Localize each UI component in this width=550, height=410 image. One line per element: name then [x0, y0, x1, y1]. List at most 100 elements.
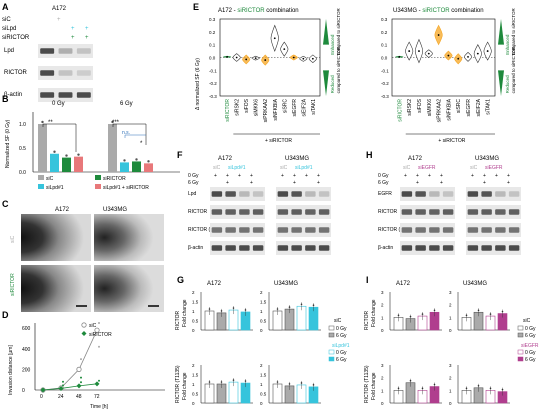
y-tick: 1.5: [260, 373, 267, 378]
x-tick: 48: [76, 394, 82, 400]
blot-band: [495, 227, 506, 233]
y-tick: 1: [192, 382, 195, 387]
legend-label: 0 Gy: [336, 326, 347, 332]
y-tick: 1.5: [192, 373, 199, 378]
replicate-point: [98, 345, 100, 348]
data-point: [276, 308, 279, 310]
replicate-point: [62, 384, 64, 387]
blot-band: [415, 209, 426, 215]
cell-label: U343MG: [285, 156, 309, 162]
legend-swatch: [95, 175, 101, 180]
category-label: siRICTOR: [397, 99, 403, 122]
panel-c-cell1: A172: [55, 207, 70, 213]
violin-median: [467, 55, 469, 58]
data-point: [300, 303, 303, 306]
y-tick: 2: [192, 363, 195, 368]
blot-band: [239, 209, 250, 215]
blot-band: [252, 245, 264, 251]
y-tick: 0.2: [209, 30, 216, 35]
panel-b: B 0 Gy 6 Gy Normalized SF (0 Gy) 0.0 0.5 1…: [2, 94, 180, 191]
data-point: [232, 379, 235, 381]
violin-median: [486, 50, 489, 52]
panel-b-label: B: [2, 94, 9, 104]
dose-mark: +: [305, 173, 308, 179]
bar: [108, 124, 117, 172]
cell-label: A172: [207, 281, 222, 287]
blot-label: RICTOR: [188, 209, 207, 215]
dose-mark: +: [440, 173, 443, 179]
panel-c-row2: siRICTOR: [10, 273, 16, 296]
panel-b-sig1: **: [48, 120, 53, 126]
dose-label: 0 Gy: [188, 173, 199, 179]
replicate-point: [62, 380, 64, 383]
blot-band: [239, 227, 250, 233]
violin-median: [264, 59, 267, 61]
legend-sic: siC: [213, 165, 221, 171]
legend-label: siLpd#1 + siRICTOR: [103, 185, 149, 191]
row-mark: +: [71, 26, 75, 32]
replicate-point: [80, 358, 82, 361]
reduced-label: Reduced: [505, 75, 510, 94]
replicate-point: [80, 381, 82, 384]
blot-band: [76, 48, 91, 54]
blot-band: [415, 191, 426, 197]
x-tick: 72: [94, 394, 100, 400]
dose-mark: +: [416, 180, 419, 186]
y-tick: 2: [192, 290, 195, 295]
dose-mark: +: [250, 173, 253, 179]
y-tick: 600: [22, 326, 31, 332]
legend-swatch: [517, 356, 524, 362]
legend-swatch: [328, 356, 335, 362]
data-point: [276, 381, 279, 383]
blot-background: [210, 205, 265, 219]
blot-band: [415, 245, 426, 251]
blot-band: [401, 191, 413, 197]
blot-label: Lpd: [4, 48, 14, 54]
dose-mark: +: [238, 173, 241, 179]
blot-band: [495, 245, 506, 251]
legend-swatch: [517, 332, 524, 338]
y-tick: 1: [381, 315, 384, 320]
data-point: [409, 379, 412, 382]
blot-band: [211, 227, 223, 233]
compared-label: compared to siRICTOR: [336, 46, 341, 93]
bar: [38, 124, 47, 172]
dose-mark: +: [483, 173, 486, 179]
data-point: [208, 308, 211, 310]
violin-median: [235, 56, 238, 59]
category-label: siEIF2A: [301, 98, 307, 116]
y-tick: 1.5: [260, 300, 267, 305]
y-tick: 0: [381, 401, 384, 406]
category-label: siFOS: [244, 98, 250, 113]
blot-band: [211, 245, 223, 251]
x-tick: 0: [40, 394, 43, 400]
blot-band: [252, 191, 264, 197]
blot-band: [291, 227, 302, 233]
legend-label: 0 Gy: [525, 350, 536, 356]
blot-band: [429, 245, 440, 251]
sirictor-point: [94, 381, 100, 387]
blot-label: β-actin: [4, 92, 22, 98]
legend-label: siLpd#1: [46, 185, 64, 191]
blot-label: RICTOR: [378, 209, 397, 215]
panel-e-title-left: A172 - siRICTOR combination: [218, 8, 299, 14]
blot-band: [225, 209, 236, 215]
title-part: siRICTOR: [422, 8, 450, 14]
dose-mark: +: [250, 180, 253, 186]
x-axis-label: + siRICTOR: [438, 138, 465, 144]
legend-label: 6 Gy: [525, 333, 536, 339]
y-tick: 0: [449, 401, 452, 406]
reduced-arrow: [323, 70, 329, 96]
y-tick: 1: [260, 382, 263, 387]
sirictor-point: [40, 387, 46, 393]
violin-median: [408, 50, 411, 52]
row-mark: +: [57, 17, 61, 23]
blot-band: [429, 191, 440, 197]
y-tick: 1: [449, 388, 452, 393]
data-point: [111, 120, 114, 124]
panel-b-sig3: *: [140, 141, 143, 147]
y-tick: 0: [22, 388, 25, 394]
blot-band: [58, 70, 73, 76]
compared-label: compared to siRICTOR: [511, 8, 516, 55]
